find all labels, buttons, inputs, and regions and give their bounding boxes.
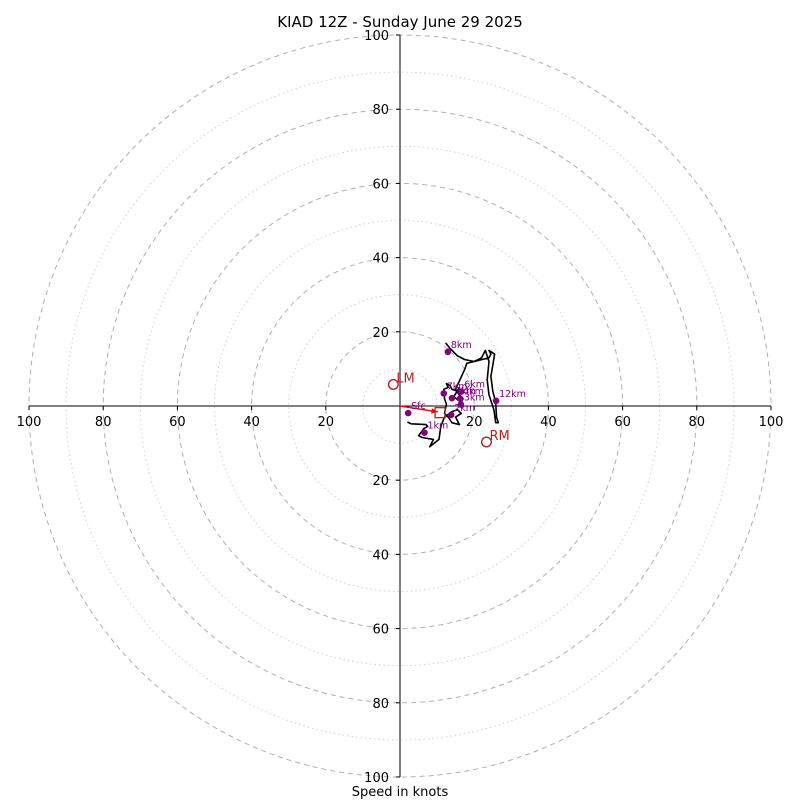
storm-motion-label-lm: LM [396,371,414,386]
y-tick-label: 80 [372,697,389,712]
x-tick-label: 80 [689,415,706,430]
y-tick-label: 20 [372,326,389,341]
x-tick-label: 60 [614,415,631,430]
height-label-12km: 12km [499,389,526,400]
axis-ticks: 100 80 60 40 20 20 40 60 80 100 100 80 60 40 20 20 40 60 8… [17,29,784,786]
height-marker-1km [421,429,428,437]
y-tick-label: 20 [372,474,389,489]
height-label-6km: 6km [464,380,485,391]
y-tick-label: 60 [372,623,389,638]
y-tick-label: 40 [372,548,389,563]
height-marker-8km [444,348,452,356]
storm-motion-markers: LM RM [387,371,510,448]
x-tick-label: 80 [95,415,112,430]
height-marker-7km [440,390,448,397]
height-marker-3km [457,401,465,408]
height-label-1km: 1km [427,421,448,432]
mean-wind-marker [434,407,446,419]
chart-title: KIAD 12Z - Sunday June 29 2025 [277,13,523,31]
height-label-8km: 8km [451,340,472,351]
height-label-5km: 5km [455,386,476,397]
height-marker-12km [492,397,500,405]
y-tick-label: 100 [364,29,389,44]
y-tick-label: 60 [372,177,389,192]
y-tick-label: 40 [372,252,389,267]
x-tick-label: 40 [540,415,557,430]
storm-motion-label-rm: RM [489,429,509,444]
height-marker-5km [448,394,456,402]
height-label-sfc: Sfc [411,401,426,412]
height-marker-sfc [404,409,412,417]
height-marker-2km [447,411,455,419]
height-marker-4km [456,395,464,402]
x-tick-label: 60 [169,415,186,430]
height-marker-6km [457,388,465,395]
height-label-4km: 4km [463,387,484,398]
height-label-2km: 2km [454,403,475,414]
height-label-3km: 3km [464,393,485,404]
storm-motion-rm [480,436,492,448]
y-tick-label: 100 [364,771,389,786]
y-tick-label: 80 [372,103,389,118]
x-tick-label: 20 [318,415,335,430]
height-label-7km: 7km [447,381,468,392]
x-tick-label: 40 [243,415,260,430]
x-tick-label: 100 [17,415,42,430]
x-tick-label: 100 [759,415,784,430]
x-tick-label: 20 [466,415,483,430]
storm-motion-lm [387,378,399,390]
x-axis-label: Speed in knots [352,785,449,800]
